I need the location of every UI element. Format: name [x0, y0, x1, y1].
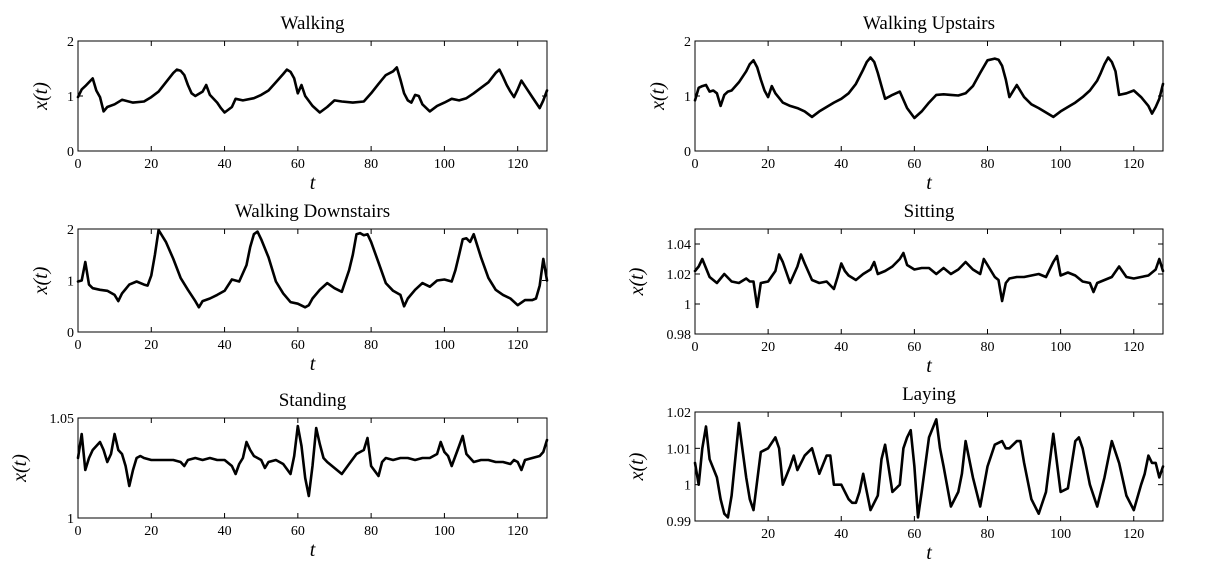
- x-tick-label: 60: [291, 157, 305, 172]
- x-axis-label: t: [926, 172, 932, 194]
- x-tick-label: 0: [692, 157, 699, 172]
- panel-standing: Standing 0 20 40 60 80 100 120 1 1.05 t x(t): [9, 390, 549, 561]
- chart-title: Laying: [902, 384, 956, 405]
- x-tick-label: 40: [218, 157, 232, 172]
- x-tick-label: 120: [507, 524, 528, 539]
- y-tick-label: 1: [684, 298, 691, 313]
- y-tick-label: 0: [684, 145, 691, 160]
- chart-title: Standing: [279, 390, 347, 411]
- x-tick-label: 80: [981, 157, 995, 172]
- y-axis-label: x(t): [30, 82, 52, 111]
- y-axis-label: x(t): [30, 266, 52, 295]
- series-line-standing: [76, 424, 549, 498]
- x-tick-label: 120: [507, 338, 528, 353]
- panel-walking-upstairs: Walking Upstairs 0 20 40 60 80 100 120 0 1 2 t x(t): [647, 13, 1165, 194]
- x-tick-label: 20: [144, 157, 158, 172]
- x-tick-label: 60: [291, 524, 305, 539]
- x-tick-label: 120: [507, 157, 528, 172]
- x-tick-label: 100: [434, 338, 455, 353]
- x-tick-label: 20: [144, 524, 158, 539]
- x-tick-label: 20: [761, 157, 775, 172]
- y-tick-label: 1.02: [667, 406, 692, 421]
- x-axis-label: t: [926, 542, 932, 564]
- panel-sitting: Sitting 0 20 40 60 80 100 120 0.98 1 1.02 1.04 t x(t): [626, 201, 1165, 377]
- x-tick-label: 20: [144, 338, 158, 353]
- y-tick-label: 2: [67, 223, 74, 238]
- y-tick-label: 1: [67, 275, 74, 290]
- y-tick-label: 0.98: [667, 328, 692, 343]
- series-line-sitting: [693, 251, 1165, 309]
- axes-frame: [77, 40, 548, 152]
- x-tick-label: 60: [907, 340, 921, 355]
- x-tick-label: 120: [1123, 157, 1144, 172]
- y-tick-label: 0: [67, 145, 74, 160]
- series-line-walking: [76, 66, 549, 114]
- y-tick-label: 1.04: [667, 238, 692, 253]
- x-tick-label: 80: [981, 340, 995, 355]
- y-tick-label: 1: [67, 512, 74, 527]
- y-tick-label: 2: [684, 35, 691, 50]
- y-tick-label: 1: [67, 90, 74, 105]
- x-tick-label: 60: [907, 527, 921, 542]
- x-tick-label: 0: [75, 338, 82, 353]
- y-tick-label: 2: [67, 35, 74, 50]
- x-tick-label: 40: [834, 527, 848, 542]
- x-tick-label: 20: [761, 340, 775, 355]
- x-tick-label: 40: [218, 524, 232, 539]
- x-tick-label: 100: [434, 524, 455, 539]
- y-tick-label: 1: [684, 90, 691, 105]
- y-axis-label: x(t): [647, 82, 669, 111]
- x-tick-label: 60: [291, 338, 305, 353]
- y-tick-label: 1: [684, 479, 691, 494]
- y-tick-label: 1.01: [667, 442, 692, 457]
- chart-title: Walking: [281, 13, 345, 34]
- axes-frame: [694, 228, 1164, 335]
- x-tick-label: 80: [364, 338, 378, 353]
- axes-frame: [77, 417, 548, 519]
- x-tick-label: 100: [434, 157, 455, 172]
- series-line-walking-upstairs: [693, 56, 1165, 120]
- x-tick-label: 40: [834, 157, 848, 172]
- x-tick-label: 0: [75, 157, 82, 172]
- x-tick-label: 100: [1050, 157, 1071, 172]
- panel-walking-downstairs: Walking Downstairs 0 20 40 60 80 100 120 0 1 2 t x(t…: [30, 201, 549, 375]
- series-line-laying: [693, 417, 1165, 519]
- x-tick-label: 60: [907, 157, 921, 172]
- y-tick-label: 1.02: [667, 268, 692, 283]
- x-tick-label: 0: [692, 340, 699, 355]
- x-tick-label: 40: [834, 340, 848, 355]
- x-axis-label: t: [310, 172, 316, 194]
- panel-laying: Laying 20 40 60 80 100 120 0.99 1 1.01 1.02 t x(t): [626, 384, 1165, 564]
- x-axis-label: t: [926, 355, 932, 377]
- x-tick-label: 0: [75, 524, 82, 539]
- x-tick-label: 80: [364, 157, 378, 172]
- y-tick-label: 0.99: [667, 515, 692, 530]
- panel-walking: Walking 0 20 40 60 80 100 120 0 1 2 t x(t): [30, 13, 549, 194]
- chart-title: Walking Downstairs: [235, 201, 390, 222]
- x-tick-label: 80: [364, 524, 378, 539]
- y-axis-label: x(t): [9, 454, 31, 483]
- axes-frame: [694, 40, 1164, 152]
- chart-title: Walking Upstairs: [863, 13, 995, 34]
- x-axis-label: t: [310, 539, 316, 561]
- y-axis-label: x(t): [626, 267, 648, 296]
- x-tick-label: 100: [1050, 527, 1071, 542]
- chart-title: Sitting: [904, 201, 955, 222]
- series-line-walking-downstairs: [76, 228, 549, 309]
- x-tick-label: 80: [981, 527, 995, 542]
- y-tick-label: 0: [67, 326, 74, 341]
- x-axis-label: t: [310, 353, 316, 375]
- x-tick-label: 100: [1050, 340, 1071, 355]
- x-tick-label: 20: [761, 527, 775, 542]
- y-tick-label: 1.05: [50, 412, 75, 427]
- y-axis-label: x(t): [626, 452, 648, 481]
- x-tick-label: 120: [1123, 527, 1144, 542]
- x-tick-label: 40: [218, 338, 232, 353]
- x-tick-label: 120: [1123, 340, 1144, 355]
- axes-frame: [694, 411, 1164, 522]
